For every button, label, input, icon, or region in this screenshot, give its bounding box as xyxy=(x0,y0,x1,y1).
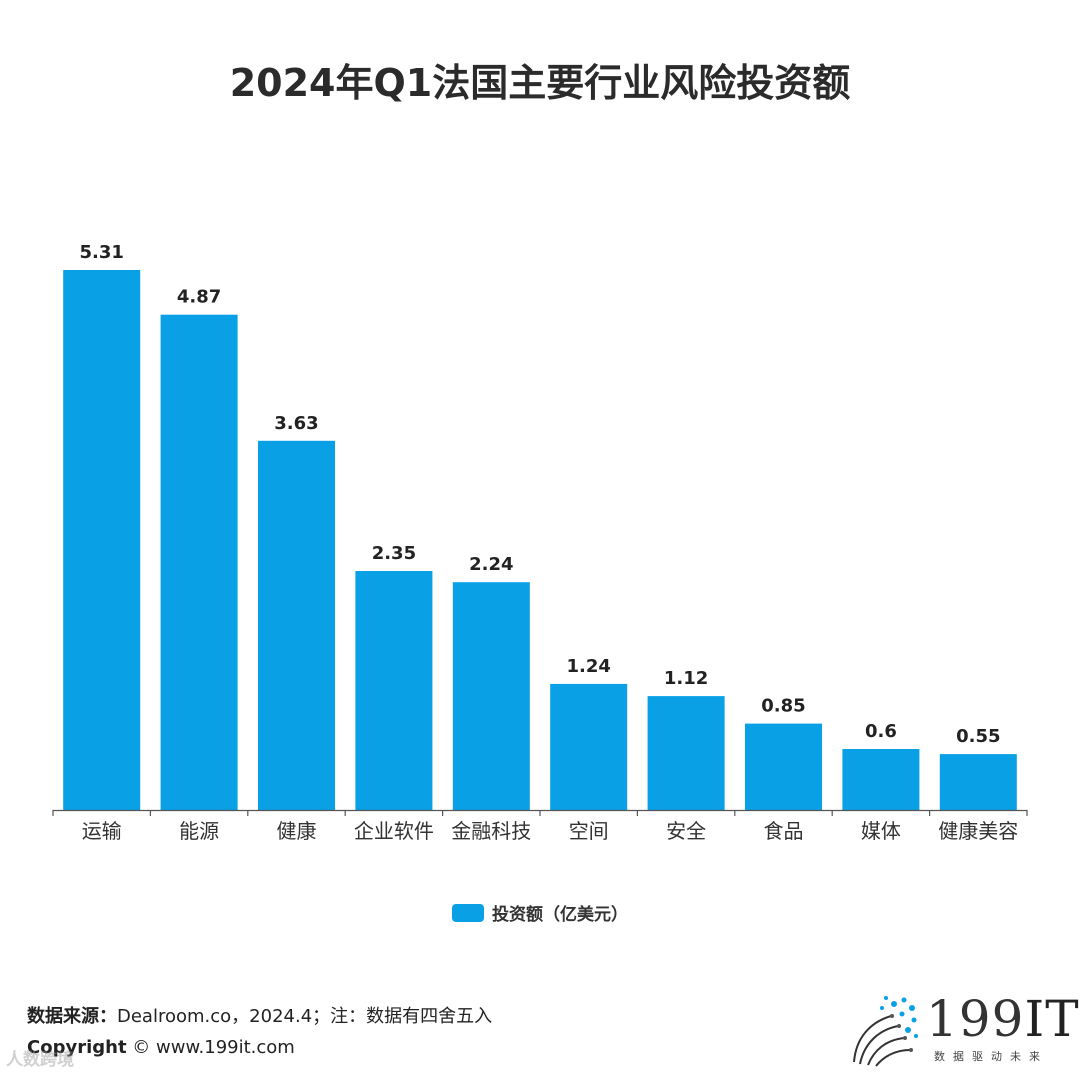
bar-value-label-8: 0.6 xyxy=(865,721,897,742)
category-label-2: 健康 xyxy=(277,819,317,843)
watermark: 人数跨境 xyxy=(6,1050,74,1070)
category-label-9: 健康美容 xyxy=(938,819,1018,843)
bar-0 xyxy=(63,270,141,810)
category-label-1: 能源 xyxy=(179,819,219,843)
category-label-4: 金融科技 xyxy=(451,819,531,843)
bar-value-label-5: 1.24 xyxy=(566,656,610,677)
logo-text-it: IT xyxy=(1024,990,1080,1048)
bar-5 xyxy=(550,683,628,810)
bar-value-label-4: 2.24 xyxy=(469,554,513,575)
bar-3 xyxy=(355,571,433,810)
bar-value-label-0: 5.31 xyxy=(79,242,123,263)
bar-value-label-1: 4.87 xyxy=(177,287,221,308)
bar-2 xyxy=(258,440,335,810)
bar-value-label-6: 1.12 xyxy=(664,668,708,689)
bar-1 xyxy=(160,314,238,810)
category-label-6: 安全 xyxy=(666,819,706,843)
bar-4 xyxy=(452,582,530,810)
bar-7 xyxy=(745,723,822,810)
category-label-3: 企业软件 xyxy=(354,819,434,843)
legend-swatch xyxy=(452,903,484,922)
category-label-5: 空间 xyxy=(569,819,609,843)
data-source-label: 数据来源： xyxy=(27,1006,117,1027)
bar-chart: 5.31 运输 4.87 能源 3.63 健康 2.35 企业软件 2.24 金融科技 1.24 空间… xyxy=(52,242,1028,843)
bar-8 xyxy=(842,749,920,810)
category-label-8: 媒体 xyxy=(861,819,901,843)
logo-tagline: 数据驱动未来 xyxy=(934,1050,1048,1063)
bar-9 xyxy=(939,754,1017,810)
data-source: 数据来源：Dealroom.co，2024.4；注：数据有四舍五入 xyxy=(27,1002,492,1028)
logo-text-num: 199 xyxy=(926,990,1025,1048)
data-source-text: Dealroom.co，2024.4；注：数据有四舍五入 xyxy=(117,1006,493,1027)
category-label-7: 食品 xyxy=(764,819,804,843)
copyright-text: © www.199it.com xyxy=(132,1037,295,1058)
legend-label: 投资额（亿美元） xyxy=(492,905,628,925)
chart-title: 2024年Q1法国主要行业风险投资额 xyxy=(229,61,851,105)
category-label-0: 运输 xyxy=(82,819,122,843)
bar-6 xyxy=(647,696,725,810)
bar-value-label-3: 2.35 xyxy=(372,543,416,564)
bar-value-label-2: 3.63 xyxy=(274,413,318,434)
logo-dots-icon xyxy=(853,996,918,1067)
copyright-label: Copyright xyxy=(27,1037,127,1058)
legend: 投资额（亿美元） xyxy=(0,900,1080,925)
copyright: Copyright © www.199it.com xyxy=(27,1037,295,1058)
bar-value-label-9: 0.55 xyxy=(956,726,1000,747)
logo-199it: 199IT 数据驱动未来 xyxy=(846,990,1079,1070)
bar-value-label-7: 0.85 xyxy=(761,696,805,717)
logo-text: 199IT xyxy=(926,990,1080,1048)
